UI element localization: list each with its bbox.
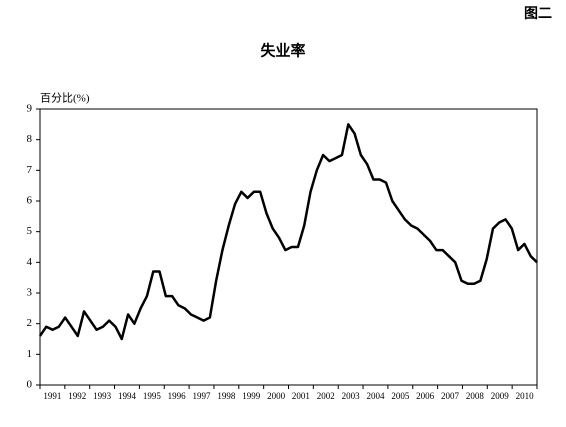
x-tick-label: 2009 <box>491 391 510 401</box>
x-tick-label: 2000 <box>267 391 286 401</box>
plot-frame <box>39 108 538 386</box>
x-tick-label: 1991 <box>43 391 61 401</box>
x-tick-label: 2007 <box>441 391 460 401</box>
y-tick-label: 2 <box>27 317 33 329</box>
x-tick-label: 1998 <box>217 391 236 401</box>
y-tick-label: 5 <box>27 225 33 237</box>
y-tick-label: 6 <box>27 195 33 207</box>
figure-label: 图二 <box>524 6 552 22</box>
x-tick-label: 2004 <box>366 391 385 401</box>
x-tick-label: 1992 <box>68 391 86 401</box>
x-tick-label: 2003 <box>342 391 361 401</box>
line <box>38 123 538 341</box>
x-tick-label: 2008 <box>466 391 485 401</box>
x-tick-label: 2002 <box>317 391 335 401</box>
x-tick-label: 1996 <box>168 391 187 401</box>
y-tick-label: 1 <box>27 348 33 360</box>
y-tick-label: 4 <box>27 256 33 268</box>
y-tick-label: 9 <box>27 103 33 115</box>
x-tick-label: 2010 <box>516 391 535 401</box>
x-tick-label: 1997 <box>193 391 212 401</box>
x-tick-label: 2005 <box>391 391 410 401</box>
x-tick-label: 2006 <box>416 391 435 401</box>
y-axis-label: 百分比(%) <box>40 92 90 105</box>
y-tick-label: 7 <box>27 164 33 176</box>
x-tick-label: 1994 <box>118 391 137 401</box>
y-tick-label: 8 <box>27 133 33 145</box>
x-tick-label: 1999 <box>242 391 261 401</box>
x-tick-label: 1993 <box>93 391 112 401</box>
chart-title: 失业率 <box>260 41 305 59</box>
x-tick-label: 2001 <box>292 391 310 401</box>
y-tick-label: 0 <box>27 379 33 391</box>
y-tick-label: 3 <box>27 287 33 299</box>
x-tick-label: 1995 <box>143 391 162 401</box>
